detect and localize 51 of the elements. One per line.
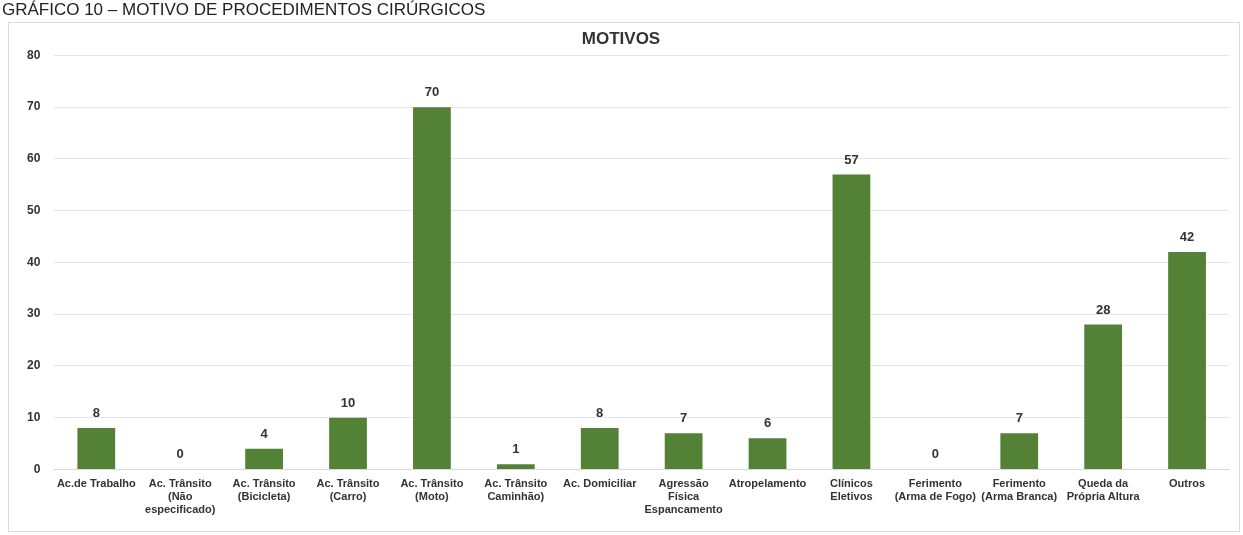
bar — [832, 174, 871, 469]
x-tick-label: Queda da Própria Altura — [1066, 477, 1141, 503]
x-tick-label: Ac. Trânsito (Bicicleta) — [232, 477, 296, 503]
x-tick-label: Ferimento (Arma de Fogo) — [894, 477, 977, 503]
data-label: 57 — [844, 151, 859, 167]
data-label: 7 — [680, 410, 688, 426]
bar — [664, 433, 703, 469]
x-tick-label: Ac. Trânsito (Não especificado) — [145, 477, 216, 516]
y-tick-label: 60 — [26, 151, 41, 166]
data-label: 6 — [763, 415, 772, 431]
y-tick-label: 30 — [26, 306, 41, 321]
bar — [245, 448, 283, 469]
data-label: 1 — [512, 441, 520, 457]
x-tick-label: Ac. Trânsito Caminhão) — [484, 477, 548, 503]
chart-title: MOTIVOS — [581, 28, 661, 48]
data-label: 42 — [1179, 229, 1195, 245]
bar — [1084, 324, 1123, 469]
data-label: 0 — [176, 446, 184, 462]
bar — [496, 464, 535, 469]
x-tick-label: Outros — [1169, 477, 1206, 490]
y-tick-label: 20 — [26, 358, 41, 373]
data-label: 4 — [260, 425, 269, 441]
data-label: 8 — [92, 405, 100, 421]
data-label: 70 — [424, 84, 440, 100]
data-label: 0 — [931, 446, 939, 462]
x-tick-label: Ac. Trânsito (Carro) — [316, 477, 380, 503]
data-label: 28 — [1095, 301, 1111, 317]
y-tick-label: 10 — [26, 409, 41, 424]
x-tick-label: Ac. Trânsito (Moto) — [400, 477, 464, 503]
x-tick-label: Clínicos Eletivos — [830, 477, 873, 503]
bar — [413, 107, 451, 469]
bar — [77, 428, 116, 469]
data-label: 7 — [1015, 410, 1023, 426]
y-tick-label: 0 — [33, 461, 41, 476]
y-tick-label: 40 — [26, 254, 41, 269]
bar — [580, 428, 619, 469]
x-tick-label: Atropelamento — [728, 477, 807, 490]
text: GRÁFICO 10 – MOTIVO DE PROCEDIMENTOS CIRÚRGICOS — [2, 0, 486, 20]
bar — [329, 417, 367, 469]
x-tick-label: Ferimento (Arma Branca) — [981, 477, 1058, 503]
y-tick-label: 50 — [26, 202, 41, 217]
bar — [1168, 252, 1206, 469]
y-tick-label: 80 — [26, 47, 41, 62]
x-tick-label: Ac. Domiciliar — [563, 477, 638, 490]
x-tick-label: Agressão Física Espancamento — [644, 477, 724, 516]
bar — [1000, 433, 1039, 469]
y-tick-label: 70 — [26, 99, 41, 114]
data-label: 10 — [340, 394, 356, 410]
bar — [748, 438, 787, 469]
x-tick-label: Ac.de Trabalho — [56, 477, 136, 490]
data-label: 8 — [596, 405, 604, 421]
